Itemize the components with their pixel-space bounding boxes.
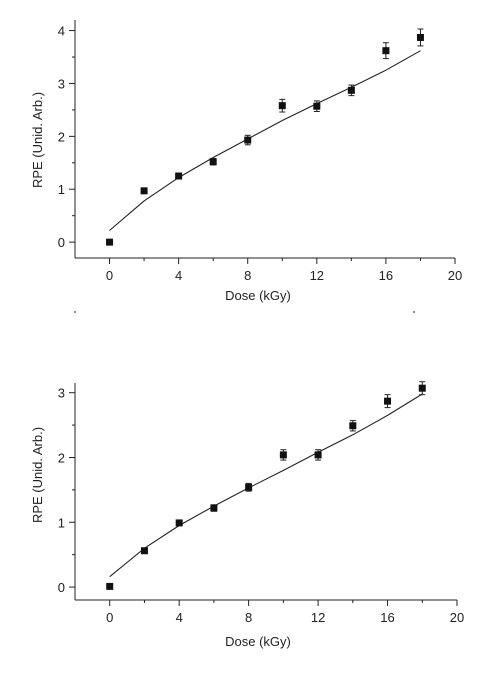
y-tick-label: 2 — [58, 129, 65, 144]
error-bars-bottom — [106, 381, 426, 589]
x-tick-label: 4 — [175, 268, 182, 283]
x-tick-label: 8 — [245, 610, 252, 625]
x-tick-label: 16 — [380, 610, 394, 625]
y-tick-label: 1 — [58, 515, 65, 530]
y-tick-label: 2 — [58, 450, 65, 465]
data-point — [278, 102, 286, 110]
data-point — [313, 102, 321, 110]
x-tick-label: 12 — [311, 610, 325, 625]
y-tick-label: 0 — [58, 580, 65, 595]
data-point — [175, 519, 183, 527]
data-point — [175, 172, 183, 180]
cropped-fragment — [0, 311, 490, 348]
y-tick-label: 4 — [58, 24, 65, 39]
data-point — [210, 504, 218, 512]
data-point — [384, 397, 392, 405]
data-point — [416, 33, 424, 41]
data-points-bottom — [106, 384, 426, 590]
data-point — [140, 547, 148, 555]
axes-top — [69, 20, 456, 264]
y-tick-label: 3 — [58, 76, 65, 91]
axes-bottom — [69, 383, 458, 606]
data-points-top — [106, 33, 424, 246]
y-axis-label-bottom: RPE (Unid. Arb.) — [30, 427, 45, 523]
data-point — [140, 187, 148, 195]
x-tick-label: 0 — [106, 610, 113, 625]
data-point — [106, 582, 114, 590]
x-tick-label: 20 — [450, 610, 464, 625]
x-tick-label: 16 — [379, 268, 393, 283]
data-point — [382, 47, 390, 55]
x-tick-label: 20 — [448, 268, 462, 283]
x-axis-label-bottom: Dose (kGy) — [225, 634, 291, 649]
x-tick-label: 4 — [176, 610, 183, 625]
data-point — [245, 483, 253, 491]
fit-line — [109, 393, 423, 578]
error-bars-top — [106, 28, 424, 245]
y-axis-label-top: RPE (Unid. Arb.) — [30, 92, 45, 188]
data-point — [418, 384, 426, 392]
data-point — [209, 158, 217, 166]
data-point — [347, 86, 355, 94]
y-tick-label: 0 — [58, 235, 65, 250]
y-tick-label: 3 — [58, 386, 65, 401]
data-point — [279, 451, 287, 459]
data-point — [314, 451, 322, 459]
x-tick-label: 8 — [244, 268, 251, 283]
data-point — [106, 238, 114, 246]
data-point — [244, 136, 252, 144]
fit-curve-bottom — [109, 393, 423, 578]
x-tick-label: 12 — [310, 268, 324, 283]
y-tick-label: 1 — [58, 182, 65, 197]
fit-line — [109, 50, 421, 231]
data-point — [349, 422, 357, 430]
fit-curve-top — [109, 50, 421, 231]
x-tick-label: 0 — [106, 268, 113, 283]
x-axis-label-top: Dose (kGy) — [225, 288, 291, 303]
